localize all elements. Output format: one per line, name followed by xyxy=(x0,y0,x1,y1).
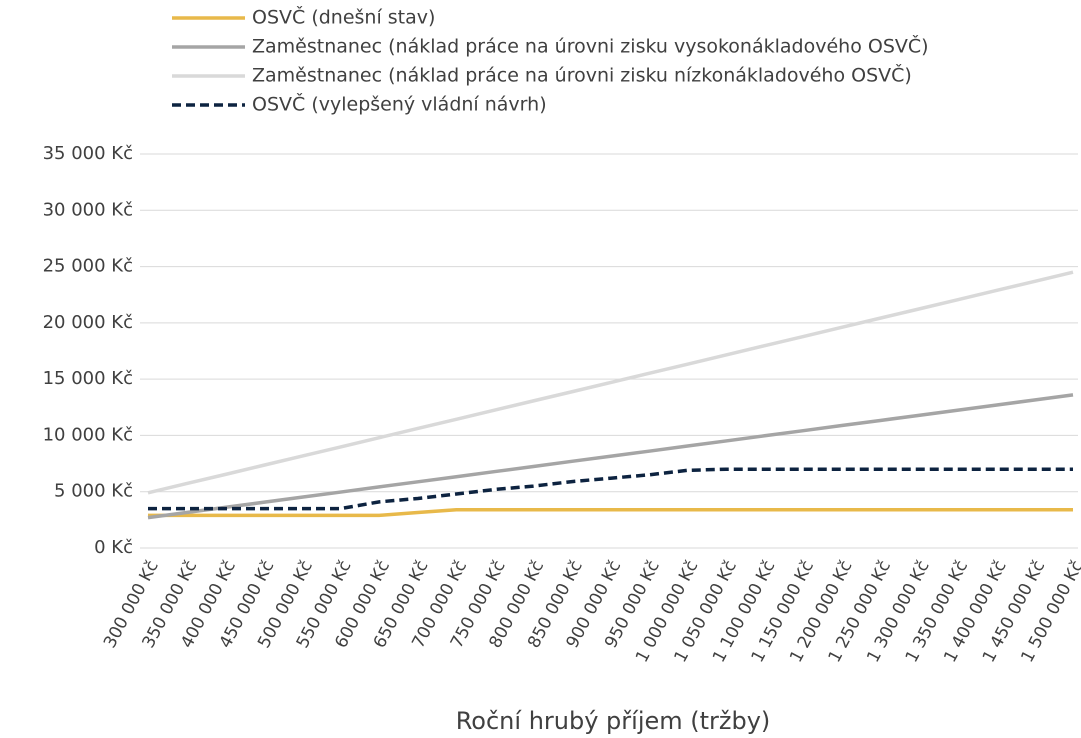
legend-label: Zaměstnanec (náklad práce na úrovni zisk… xyxy=(252,34,929,58)
y-tick-label: 35 000 Kč xyxy=(43,143,133,164)
series-line xyxy=(147,270,1074,495)
series-line xyxy=(148,467,1073,511)
y-tick-label: 25 000 Kč xyxy=(43,256,133,277)
y-tick-label: 10 000 Kč xyxy=(43,424,133,445)
y-tick-label: 30 000 Kč xyxy=(43,199,133,220)
y-tick-label: 0 Kč xyxy=(94,537,133,558)
legend-label: OSVČ (vylepšený vládní návrh) xyxy=(252,92,547,116)
series-line xyxy=(147,393,1074,520)
y-tick-label: 20 000 Kč xyxy=(43,312,133,333)
y-tick-label: 5 000 Kč xyxy=(54,481,133,502)
x-axis-title: Roční hrubý příjem (tržby) xyxy=(456,707,771,735)
legend-label: Zaměstnanec (náklad práce na úrovni zisk… xyxy=(252,63,912,87)
series-line xyxy=(148,507,1073,518)
y-tick-label: 15 000 Kč xyxy=(43,368,133,389)
legend-label: OSVČ (dnešní stav) xyxy=(252,5,435,29)
